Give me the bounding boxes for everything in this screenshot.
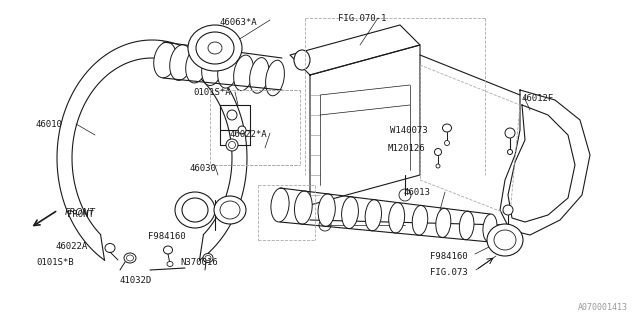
Text: F984160: F984160 [430,252,468,261]
Ellipse shape [436,208,451,237]
Text: 46030: 46030 [190,164,217,173]
Ellipse shape [266,60,284,96]
Ellipse shape [506,226,511,230]
Ellipse shape [250,58,269,93]
Ellipse shape [412,205,428,235]
Ellipse shape [483,214,497,242]
Ellipse shape [442,124,451,132]
Ellipse shape [124,253,136,263]
Ellipse shape [218,52,238,88]
Ellipse shape [186,47,207,83]
Text: FIG.070-1: FIG.070-1 [338,14,387,23]
Ellipse shape [318,194,335,226]
Text: 46022A: 46022A [55,242,87,251]
Text: FIG.073: FIG.073 [430,268,468,277]
Text: M120126: M120126 [388,144,426,153]
Ellipse shape [445,140,449,146]
Ellipse shape [435,148,442,156]
Ellipse shape [342,197,358,228]
Text: 46013: 46013 [404,188,431,197]
Ellipse shape [154,42,176,78]
Text: 46022*A: 46022*A [230,130,268,139]
Ellipse shape [294,191,312,224]
Ellipse shape [188,25,242,71]
Ellipse shape [508,149,513,155]
Ellipse shape [271,188,289,222]
Text: 0101S*B: 0101S*B [36,258,74,267]
Text: 46063*A: 46063*A [220,18,258,27]
Ellipse shape [234,55,253,91]
Text: F984160: F984160 [148,232,186,241]
Ellipse shape [226,139,238,151]
Text: 46010: 46010 [36,120,63,129]
Ellipse shape [503,205,513,215]
Ellipse shape [238,126,246,134]
Text: N370016: N370016 [180,258,218,267]
Ellipse shape [294,50,310,70]
Ellipse shape [388,203,404,233]
Ellipse shape [227,110,237,120]
Ellipse shape [105,244,115,252]
Ellipse shape [202,50,223,85]
Ellipse shape [505,128,515,138]
Ellipse shape [175,192,215,228]
Text: 46012F: 46012F [522,94,554,103]
Ellipse shape [365,200,381,231]
Ellipse shape [170,45,192,80]
Ellipse shape [460,211,474,240]
Ellipse shape [487,224,523,256]
Ellipse shape [214,196,246,224]
Text: W140073: W140073 [390,126,428,135]
Ellipse shape [167,261,173,267]
Text: 41032D: 41032D [120,276,152,285]
Ellipse shape [163,246,173,254]
Ellipse shape [203,253,213,262]
Ellipse shape [436,164,440,168]
Text: FRONT: FRONT [65,208,96,217]
Text: 0101S*A: 0101S*A [193,88,230,97]
Text: FRONT: FRONT [67,210,94,219]
Text: A070001413: A070001413 [578,303,628,312]
